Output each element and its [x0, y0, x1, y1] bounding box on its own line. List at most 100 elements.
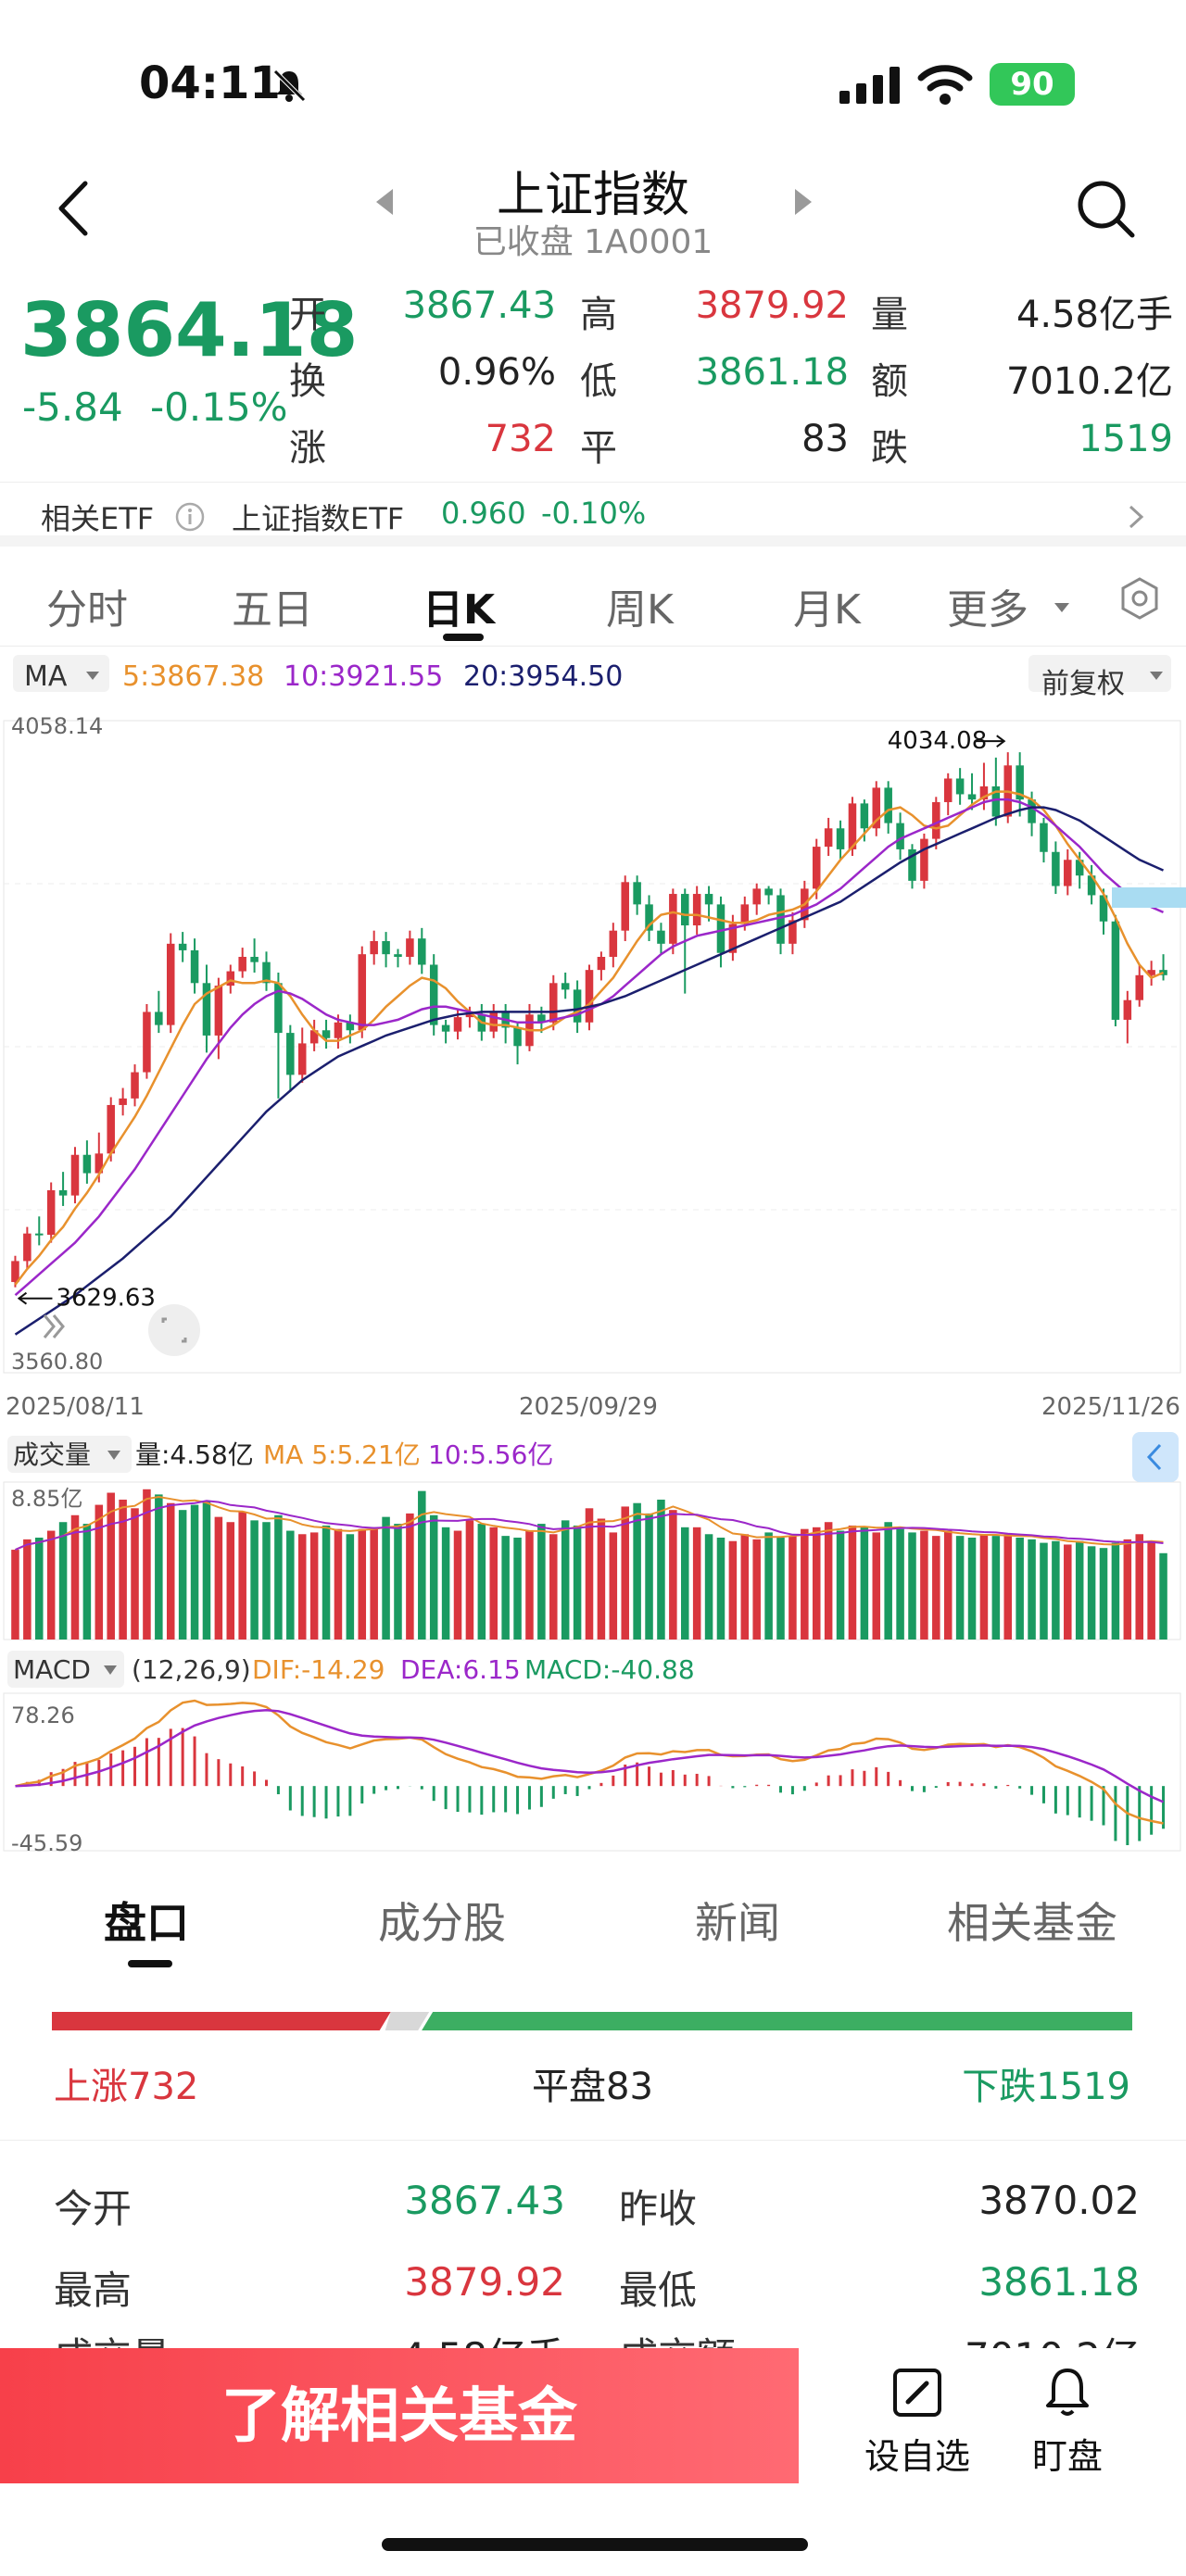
kline-chart-area[interactable]: 4058.14 3560.80 2025/08/11 2025/09/29 20… — [0, 704, 1186, 1856]
volume-bar — [728, 1540, 738, 1640]
volume-bar — [633, 1502, 641, 1640]
candle-body — [1087, 875, 1096, 896]
related-etf-row[interactable]: 相关ETF 上证指数ETF 0.960 -0.10% — [0, 482, 1186, 547]
volume-bar — [776, 1538, 785, 1640]
tab-monthly-k[interactable]: 月K — [793, 586, 861, 634]
tab-intraday[interactable]: 分时 — [46, 586, 128, 634]
kline-chart-svg[interactable]: 4058.14 3560.80 2025/08/11 2025/09/29 20… — [0, 704, 1186, 1856]
tab-order-book[interactable]: 盘口 — [104, 1898, 189, 1948]
volume-bar — [406, 1513, 414, 1640]
monitor-button[interactable]: 盯盘 — [1003, 2365, 1132, 2479]
nav-header: 上证指数 已收盘 1A0001 — [0, 148, 1186, 261]
candle-body — [226, 971, 235, 986]
volume-bar — [549, 1534, 558, 1640]
candle-body — [1052, 851, 1060, 886]
volume-bar — [394, 1524, 402, 1640]
volume-current: 量:4.58亿 — [135, 1439, 254, 1470]
volume-bar — [250, 1520, 259, 1640]
candle-body — [429, 964, 438, 1025]
candle-body — [896, 823, 904, 849]
candle-body — [1040, 823, 1048, 852]
add-watchlist-label: 设自选 — [864, 2436, 970, 2477]
adjust-selector[interactable] — [1028, 655, 1171, 692]
open-value: 3867.43 — [402, 284, 556, 327]
volume-bar — [1075, 1540, 1084, 1640]
volume-bar — [226, 1522, 235, 1640]
cellular-signal-icon — [839, 67, 900, 104]
date-label-start: 2025/08/11 — [6, 1393, 145, 1421]
candle-body — [943, 778, 953, 802]
info-icon[interactable] — [174, 501, 206, 533]
volume-selector[interactable] — [7, 1436, 132, 1473]
tab-daily-k[interactable]: 日K — [423, 586, 496, 634]
candle-body — [824, 828, 833, 848]
ma20-line — [14, 806, 1165, 1336]
tab-more[interactable]: 更多 — [947, 586, 1028, 634]
tab-weekly-k[interactable]: 周K — [606, 586, 674, 634]
candle-body — [11, 1261, 19, 1283]
etf-change: -0.10% — [541, 496, 647, 531]
tab-related-funds[interactable]: 相关基金 — [947, 1898, 1117, 1948]
volume-bar — [453, 1530, 462, 1640]
candle-body — [35, 1233, 44, 1236]
breadth-bar — [52, 2012, 1132, 2030]
candle-body — [297, 1043, 307, 1075]
low-value: 3861.18 — [695, 351, 849, 394]
volume-bar — [860, 1527, 869, 1640]
page-subtitle: 已收盘 1A0001 — [473, 223, 713, 261]
tab-news[interactable]: 新闻 — [695, 1898, 780, 1948]
volume-bar — [70, 1514, 80, 1640]
collapse-panel-button[interactable] — [1132, 1432, 1179, 1482]
prev-close-value: 3870.02 — [978, 2178, 1140, 2223]
high-price-label: 4034.08 — [888, 727, 988, 755]
etf-section-label: 相关ETF — [41, 501, 155, 536]
stats-grid: 今开 3867.43 昨收 3870.02 最高 3879.92 最低 3861… — [0, 2140, 1186, 2380]
volume-bar — [1159, 1552, 1167, 1640]
candle-body — [489, 1012, 498, 1032]
bell-icon — [1046, 2369, 1089, 2416]
today-open-value: 3867.43 — [404, 2178, 565, 2223]
settings-hexagon-icon[interactable] — [1117, 576, 1162, 621]
prev-index-button[interactable] — [371, 183, 398, 220]
volume-bar — [489, 1527, 498, 1640]
macd-label: MACD — [13, 1654, 91, 1685]
candle-body — [453, 1017, 462, 1032]
back-button[interactable] — [46, 176, 102, 241]
tab-five-day[interactable]: 五日 — [232, 586, 313, 634]
open-label: 开 — [289, 294, 326, 336]
day-high-value: 3879.92 — [404, 2259, 565, 2305]
volume-bar — [908, 1532, 916, 1640]
scroll-left-chevrons-icon[interactable] — [43, 1314, 65, 1338]
volume-bar — [669, 1510, 677, 1640]
add-watchlist-button[interactable]: 设自选 — [852, 2365, 982, 2479]
turnover-value: 0.96% — [437, 351, 556, 394]
volume-bar — [872, 1532, 881, 1640]
date-label-end: 2025/11/26 — [1041, 1393, 1180, 1421]
volume-bar — [166, 1502, 175, 1640]
volume-bar — [920, 1530, 928, 1640]
turnover-label: 换 — [289, 360, 326, 403]
volume-bar — [692, 1527, 701, 1640]
expand-chart-button[interactable] — [148, 1304, 200, 1356]
candle-body — [322, 1030, 331, 1038]
candle-body — [46, 1189, 56, 1236]
high-arrow-icon — [974, 735, 1006, 748]
candle-body — [920, 838, 928, 881]
volume-bar — [346, 1534, 355, 1640]
volume-bar — [334, 1528, 343, 1640]
next-index-button[interactable] — [789, 183, 817, 220]
volume-bar — [262, 1522, 271, 1640]
macd-selector[interactable] — [7, 1651, 124, 1688]
candle-body — [95, 1153, 104, 1174]
tab-constituents[interactable]: 成分股 — [378, 1898, 506, 1948]
flat-value: 83 — [801, 418, 849, 460]
low-arrow-icon — [17, 1291, 53, 1305]
volume-bar — [1003, 1534, 1013, 1640]
candle-body — [848, 803, 857, 849]
volume-bar — [740, 1534, 750, 1640]
candle-body — [955, 778, 965, 795]
candle-body — [597, 956, 606, 971]
candle-body — [704, 894, 713, 905]
learn-related-funds-button[interactable]: 了解相关基金 — [0, 2348, 799, 2483]
search-button[interactable] — [1073, 176, 1138, 241]
